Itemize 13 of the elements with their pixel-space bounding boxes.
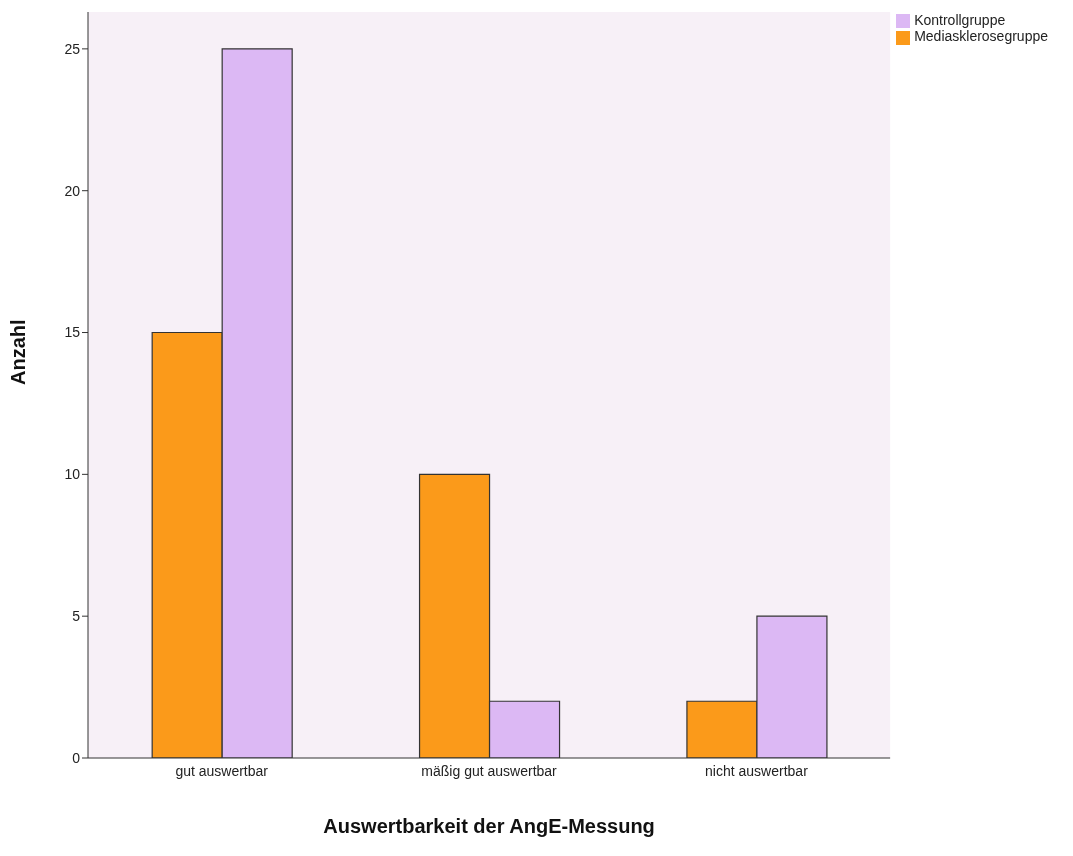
- y-tick-label: 20: [64, 182, 81, 199]
- legend-label: Kontrollgruppe: [914, 12, 1006, 28]
- x-tick-label: mäßig gut auswertbar: [421, 762, 558, 779]
- y-tick-label: 25: [64, 40, 81, 57]
- y-axis-title: Anzahl: [7, 319, 30, 385]
- x-tick-label: gut auswertbar: [175, 762, 269, 779]
- y-tick-label: 15: [64, 324, 81, 341]
- y-tick-label: 10: [64, 466, 81, 483]
- y-tick-label: 5: [72, 608, 81, 625]
- y-tick-label: 0: [72, 749, 81, 766]
- x-axis-title: Auswertbarkeit der AngE-Messung: [323, 815, 655, 837]
- x-tick-label: nicht auswertbar: [705, 762, 809, 779]
- legend-label: Mediasklerosegruppe: [914, 28, 1048, 45]
